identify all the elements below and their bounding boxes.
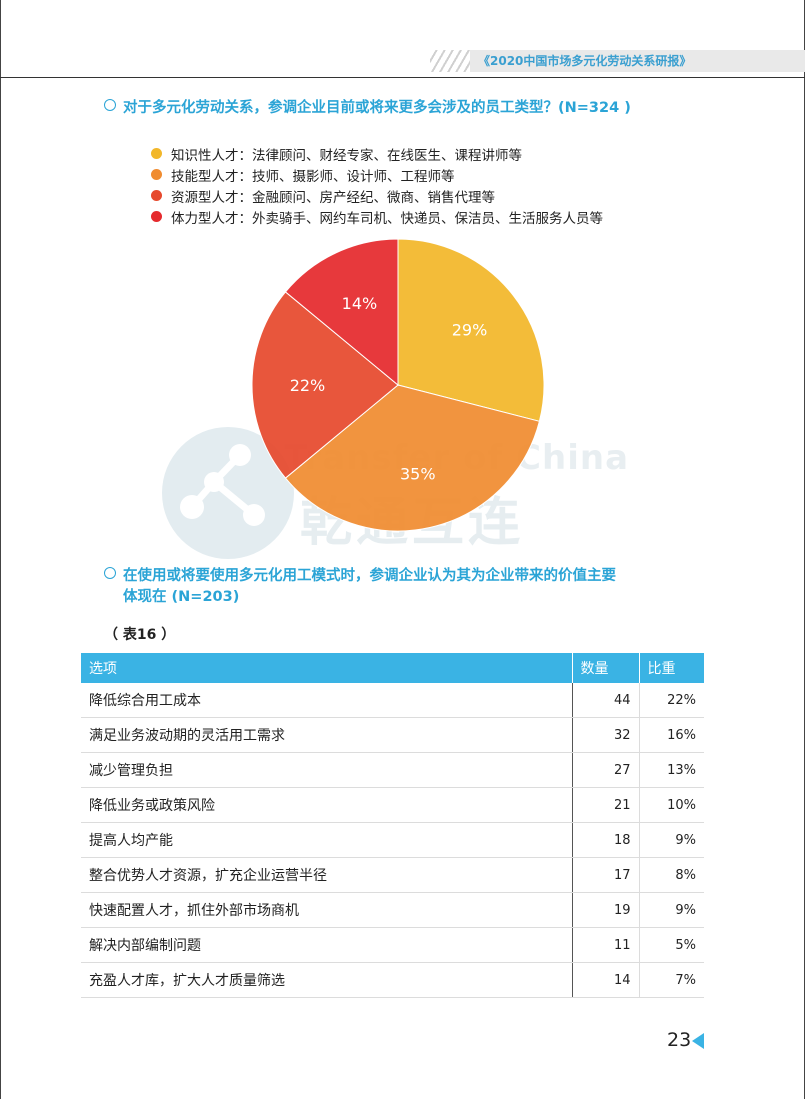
ratio-cell: 9%	[639, 822, 704, 858]
legend-item: 体力型人才：外卖骑手、网约车司机、快递员、保洁员、生活服务人员等	[151, 206, 603, 227]
count-cell: 14	[572, 962, 640, 998]
table-row: 减少管理负担 27 13%	[81, 752, 704, 788]
pie-slice	[251, 291, 399, 479]
header-ratio: 比重	[639, 653, 704, 683]
option-cell: 减少管理负担	[81, 752, 573, 788]
pie-chart: 29% 35% 22% 14%	[251, 238, 545, 532]
watermark-logo	[162, 427, 294, 559]
pie-slice-label: 14%	[342, 294, 378, 313]
table-label: （ 表16 ）	[104, 627, 176, 643]
count-cell: 19	[572, 892, 640, 928]
table-row: 提高人均产能 18 9%	[81, 822, 704, 858]
table-row: 整合优势人才资源，扩充企业运营半径 17 8%	[81, 857, 704, 893]
molecule-icon	[180, 444, 265, 526]
ratio-cell: 8%	[639, 857, 704, 893]
pie-slice-label: 35%	[400, 464, 436, 483]
header-band	[470, 50, 805, 72]
ratio-cell: 10%	[639, 787, 704, 823]
chart-legend: 知识性人才：法律顾问、财经专家、在线医生、课程讲师等 技能型人才：技师、摄影师、设…	[151, 143, 603, 227]
pie-slice	[284, 238, 399, 387]
count-cell: 18	[572, 822, 640, 858]
option-cell: 解决内部编制问题	[81, 927, 573, 963]
option-cell: 满足业务波动期的灵活用工需求	[81, 717, 573, 753]
option-cell: 降低综合用工成本	[81, 683, 573, 718]
report-title: 《2020中国市场多元化劳动关系研报》	[478, 54, 692, 68]
option-cell: 充盈人才库，扩大人才质量筛选	[81, 962, 573, 998]
ratio-cell: 5%	[639, 927, 704, 963]
option-cell: 降低业务或政策风险	[81, 787, 573, 823]
page-number: 23	[667, 1029, 692, 1051]
legend-item: 技能型人才：技师、摄影师、设计师、工程师等	[151, 164, 603, 185]
legend-dot-icon	[151, 190, 162, 201]
ratio-cell: 22%	[639, 683, 704, 718]
table-row: 降低业务或政策风险 21 10%	[81, 787, 704, 823]
circle-bullet-icon	[104, 99, 116, 111]
legend-label: 资源型人才：金融顾问、房产经纪、微商、销售代理等	[171, 189, 495, 206]
legend-dot-icon	[151, 169, 162, 180]
legend-label: 体力型人才：外卖骑手、网约车司机、快递员、保洁员、生活服务人员等	[171, 210, 603, 227]
table-row: 降低综合用工成本 44 22%	[81, 683, 704, 718]
question-2: 在使用或将要使用多元化用工模式时，参调企业认为其为企业带来的价值主要 体现在 (…	[104, 566, 704, 608]
table-row: 快速配置人才，抓住外部市场商机 19 9%	[81, 892, 704, 928]
table-row: 解决内部编制问题 11 5%	[81, 927, 704, 963]
table-row: 满足业务波动期的灵活用工需求 32 16%	[81, 717, 704, 753]
header-count: 数量	[572, 653, 640, 683]
legend-item: 知识性人才：法律顾问、财经专家、在线医生、课程讲师等	[151, 143, 603, 164]
ratio-cell: 9%	[639, 892, 704, 928]
pie-slice	[397, 238, 545, 422]
header-rule	[0, 77, 805, 78]
value-table: 选项 数量 比重 降低综合用工成本 44 22% 满足业务波动期的灵活用工需求 32 16…	[81, 653, 704, 998]
question-1: 对于多元化劳动关系，参调企业目前或将来更多会涉及的员工类型？(N=324 )	[104, 98, 631, 119]
count-cell: 11	[572, 927, 640, 963]
pie-slice-label: 22%	[290, 376, 326, 395]
option-cell: 整合优势人才资源，扩充企业运营半径	[81, 857, 573, 893]
count-cell: 44	[572, 683, 640, 718]
option-cell: 提高人均产能	[81, 822, 573, 858]
count-cell: 27	[572, 752, 640, 788]
legend-label: 知识性人才：法律顾问、财经专家、在线医生、课程讲师等	[171, 147, 522, 164]
count-cell: 17	[572, 857, 640, 893]
ratio-cell: 16%	[639, 717, 704, 753]
count-cell: 21	[572, 787, 640, 823]
page-arrow-icon	[692, 1033, 704, 1049]
question-2-line2: 体现在 (N=203)	[123, 589, 240, 605]
ratio-cell: 13%	[639, 752, 704, 788]
legend-item: 资源型人才：金融顾问、房产经纪、微商、销售代理等	[151, 185, 603, 206]
pie-chart-area: Transfer of China 乾通互连 29%35%22%14%	[162, 238, 628, 559]
legend-dot-icon	[151, 148, 162, 159]
question-2-line1: 在使用或将要使用多元化用工模式时，参调企业认为其为企业带来的价值主要	[123, 568, 616, 584]
header-option: 选项	[81, 653, 573, 683]
option-cell: 快速配置人才，抓住外部市场商机	[81, 892, 573, 928]
legend-dot-icon	[151, 211, 162, 222]
table-row: 充盈人才库，扩大人才质量筛选 14 7%	[81, 962, 704, 998]
pie-slice	[284, 384, 541, 532]
circle-bullet-icon	[104, 567, 116, 579]
question-1-text: 对于多元化劳动关系，参调企业目前或将来更多会涉及的员工类型？(N=324 )	[123, 100, 631, 116]
legend-label: 技能型人才：技师、摄影师、设计师、工程师等	[171, 168, 455, 185]
table-header-row: 选项 数量 比重	[81, 653, 704, 683]
ratio-cell: 7%	[639, 962, 704, 998]
count-cell: 32	[572, 717, 640, 753]
page-border-left	[0, 0, 1, 1099]
pie-slice-label: 29%	[452, 321, 488, 340]
